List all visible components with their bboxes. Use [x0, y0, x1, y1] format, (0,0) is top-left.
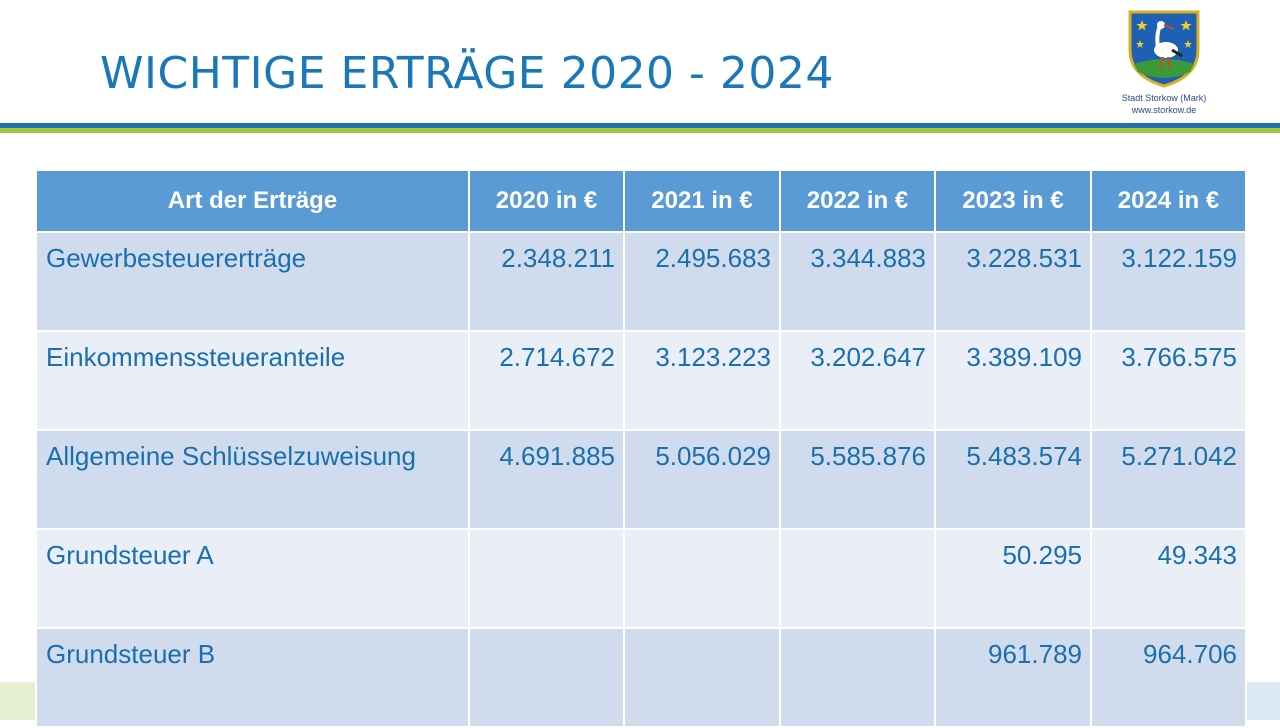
- table-row: Grundsteuer A 50.295 49.343: [35, 528, 1247, 629]
- cell-value: 3.766.575: [1090, 330, 1247, 431]
- header-2020: 2020 in €: [468, 169, 625, 233]
- row-label: Allgemeine Schlüsselzuweisung: [35, 429, 470, 530]
- cell-value: 49.343: [1090, 528, 1247, 629]
- cell-value: 4.691.885: [468, 429, 625, 530]
- cell-value: 5.483.574: [934, 429, 1092, 530]
- cell-value: [623, 627, 781, 728]
- header-divider-blue: [0, 123, 1280, 128]
- logo-website: www.storkow.de: [1131, 105, 1197, 115]
- cell-value: 5.056.029: [623, 429, 781, 530]
- cell-value: 5.585.876: [779, 429, 936, 530]
- row-label: Gewerbesteuererträge: [35, 231, 470, 332]
- cell-value: 3.344.883: [779, 231, 936, 332]
- cell-value: 50.295: [934, 528, 1092, 629]
- table-header-row: Art der Erträge 2020 in € 2021 in € 2022…: [35, 169, 1247, 233]
- cell-value: [779, 627, 936, 728]
- cell-value: 3.389.109: [934, 330, 1092, 431]
- cell-value: 3.122.159: [1090, 231, 1247, 332]
- cell-value: [468, 627, 625, 728]
- table-row: Gewerbesteuererträge 2.348.211 2.495.683…: [35, 231, 1247, 332]
- table-row: Einkommenssteueranteile 2.714.672 3.123.…: [35, 330, 1247, 431]
- page-title: WICHTIGE ERTRÄGE 2020 - 2024: [100, 48, 834, 99]
- cell-value: 3.123.223: [623, 330, 781, 431]
- cell-value: [468, 528, 625, 629]
- revenue-table: Art der Erträge 2020 in € 2021 in € 2022…: [35, 169, 1247, 728]
- cell-value: 961.789: [934, 627, 1092, 728]
- cell-value: 2.714.672: [468, 330, 625, 431]
- header-2022: 2022 in €: [779, 169, 936, 233]
- cell-value: 2.495.683: [623, 231, 781, 332]
- header-2024: 2024 in €: [1090, 169, 1247, 233]
- cell-value: 5.271.042: [1090, 429, 1247, 530]
- cell-value: [779, 528, 936, 629]
- cell-value: 2.348.211: [468, 231, 625, 332]
- header-2021: 2021 in €: [623, 169, 781, 233]
- header-divider-green: [0, 128, 1280, 133]
- cell-value: 964.706: [1090, 627, 1247, 728]
- header-2023: 2023 in €: [934, 169, 1092, 233]
- cell-value: 3.202.647: [779, 330, 936, 431]
- header-revenue-type: Art der Erträge: [35, 169, 470, 233]
- cell-value: 3.228.531: [934, 231, 1092, 332]
- table-row: Grundsteuer B 961.789 964.706: [35, 627, 1247, 728]
- row-label: Grundsteuer B: [35, 627, 470, 728]
- row-label: Einkommenssteueranteile: [35, 330, 470, 431]
- logo-city-name: Stadt Storkow (Mark): [1121, 93, 1207, 103]
- row-label: Grundsteuer A: [35, 528, 470, 629]
- cell-value: [623, 528, 781, 629]
- table-row: Allgemeine Schlüsselzuweisung 4.691.885 …: [35, 429, 1247, 530]
- coat-of-arms-logo: [1128, 10, 1200, 88]
